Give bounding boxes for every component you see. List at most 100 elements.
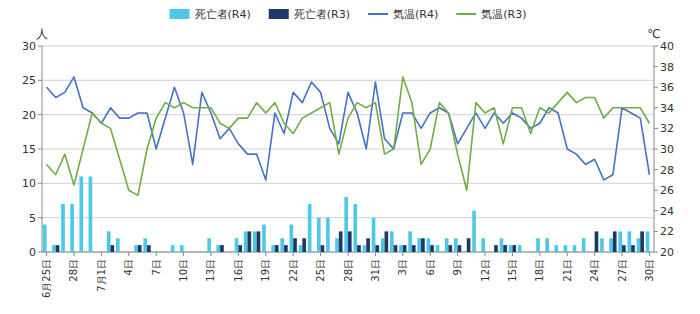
bar	[107, 231, 111, 252]
tick-label: 38	[660, 61, 674, 74]
tick-label: 16日	[233, 259, 244, 282]
tick	[622, 252, 623, 256]
bar	[467, 238, 471, 252]
tick	[38, 149, 42, 150]
bar	[403, 245, 407, 252]
grid-line	[42, 183, 654, 184]
bar	[266, 252, 270, 253]
legend-label: 気温(R4)	[393, 8, 438, 21]
bar	[375, 245, 379, 252]
tick	[38, 46, 42, 47]
tick	[654, 169, 658, 170]
tick	[654, 252, 658, 253]
bar	[582, 238, 586, 252]
bar	[308, 204, 312, 252]
tick	[654, 66, 658, 67]
bar	[257, 231, 261, 252]
bar	[458, 245, 462, 252]
tick-label: 19日	[260, 259, 271, 282]
tick-label: 21日	[562, 259, 573, 282]
bar	[344, 197, 348, 252]
bar	[366, 238, 370, 252]
bar	[600, 238, 604, 252]
tick	[238, 252, 239, 256]
bar	[330, 252, 334, 253]
tick	[128, 252, 129, 256]
bar	[156, 252, 160, 253]
bar	[184, 252, 188, 253]
plot-area	[43, 77, 650, 252]
axis-label: 人	[36, 27, 48, 41]
tick	[654, 46, 658, 47]
grid-line	[42, 149, 654, 150]
bar	[98, 252, 102, 253]
bar	[198, 252, 202, 253]
bar	[503, 245, 507, 252]
tick-label: 26	[660, 184, 674, 197]
bar	[567, 252, 571, 253]
bar	[585, 252, 589, 253]
tick	[38, 114, 42, 115]
tick-label: 40	[660, 40, 674, 53]
bar	[531, 252, 535, 253]
bar	[138, 245, 142, 252]
tick-label: 9日	[452, 259, 463, 275]
bar	[472, 211, 476, 252]
bar	[202, 252, 206, 253]
tick-label: 30日	[644, 259, 655, 282]
bar	[253, 231, 257, 252]
tick	[430, 252, 431, 256]
bar	[357, 245, 361, 252]
legend-item: 気温(R3)	[456, 8, 526, 21]
tick	[654, 190, 658, 191]
tick-label: 5	[29, 212, 36, 225]
bar	[56, 245, 60, 252]
tick	[38, 252, 42, 253]
tick	[38, 183, 42, 184]
line	[47, 77, 650, 195]
bar	[174, 252, 178, 253]
bar	[385, 231, 389, 252]
bar	[207, 238, 211, 252]
tick-label: 3日	[397, 259, 408, 275]
bar	[280, 238, 284, 252]
bar	[609, 238, 613, 252]
bar	[549, 252, 553, 253]
bar	[244, 231, 248, 252]
bar	[454, 238, 458, 252]
tick	[402, 252, 403, 256]
bar	[74, 252, 78, 253]
tick-label: 6日	[425, 259, 436, 275]
tick-label: 20	[22, 109, 36, 122]
tick	[512, 252, 513, 256]
bar	[463, 252, 467, 253]
tick-label: 13日	[205, 259, 216, 282]
tick	[654, 128, 658, 129]
legend-swatch	[456, 13, 476, 15]
bar	[522, 252, 526, 253]
bar	[527, 252, 531, 253]
tick	[654, 107, 658, 108]
bar	[125, 252, 129, 253]
tick-label: 12日	[480, 259, 491, 282]
bar	[448, 245, 452, 252]
grid-line	[42, 80, 654, 81]
legend-label: 気温(R3)	[481, 8, 526, 21]
bar	[353, 204, 357, 252]
tick-label: 24	[660, 205, 674, 218]
tick-label: 30	[22, 40, 36, 53]
bar	[220, 245, 224, 252]
bar	[143, 238, 147, 252]
bar	[412, 245, 416, 252]
tick	[654, 87, 658, 88]
bar	[417, 238, 421, 252]
tick-label: 22日	[288, 259, 299, 282]
bar	[302, 238, 306, 252]
bar	[421, 238, 425, 252]
tick-label: 15	[22, 143, 36, 156]
bar	[536, 238, 540, 252]
bar	[490, 252, 494, 253]
bar	[147, 245, 151, 252]
bar	[153, 252, 157, 253]
tick-label: 25	[22, 74, 36, 87]
